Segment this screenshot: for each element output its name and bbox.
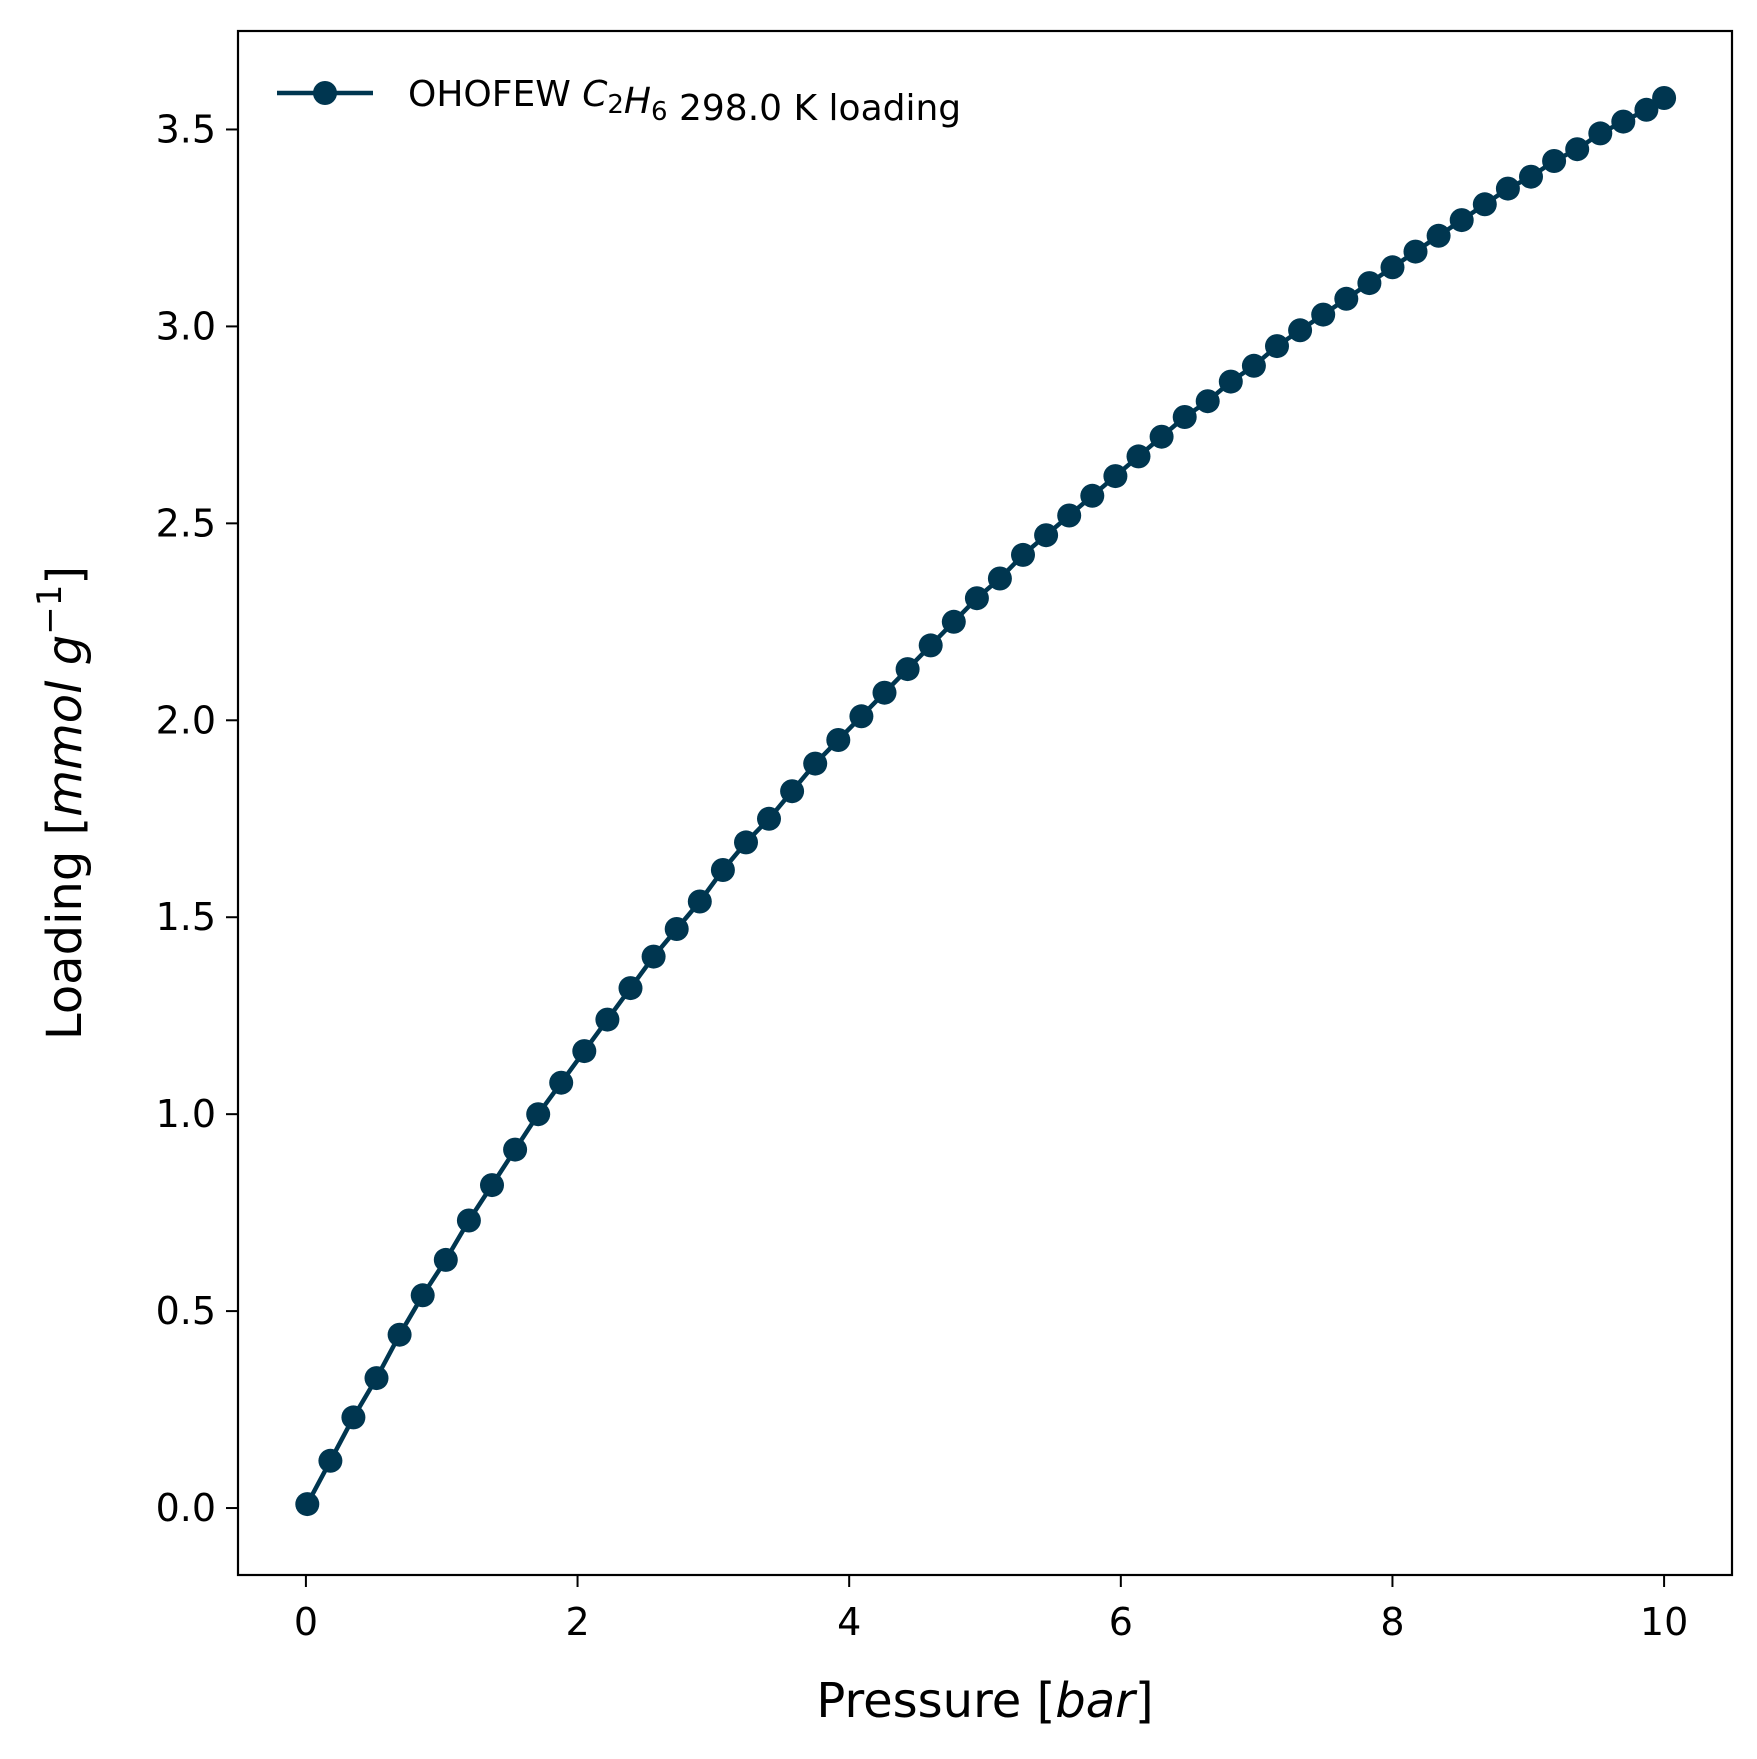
data-point (480, 1173, 504, 1198)
x-tick-label: 10 (1640, 1600, 1688, 1644)
legend-entry-label: OHOFEW C2H6 298.0 K loading (408, 74, 961, 129)
data-point (1057, 503, 1082, 528)
x-axis-ticks: 0 2 4 6 8 10 (294, 1575, 1688, 1644)
data-point (618, 976, 643, 1001)
data-point (849, 704, 874, 729)
plot-background (238, 31, 1732, 1575)
x-axis-label: Pressure [bar] (816, 1673, 1153, 1729)
data-point (595, 1007, 620, 1032)
y-tick-label: 3.5 (156, 107, 216, 151)
data-point (1311, 302, 1336, 327)
data-point (549, 1070, 574, 1095)
data-point (664, 917, 689, 941)
data-point (1611, 109, 1636, 134)
data-point (1652, 86, 1677, 110)
data-point (1426, 223, 1451, 248)
data-point (710, 858, 735, 882)
y-tick-label: 0.5 (156, 1289, 216, 1333)
data-point (780, 779, 805, 804)
y-axis-ticks: 0.0 0.5 1.0 1.5 2.0 2.5 3.0 3.5 (156, 107, 238, 1530)
data-point (826, 728, 851, 752)
series-layer (295, 86, 1677, 1517)
data-point (918, 633, 943, 658)
data-point (641, 944, 666, 969)
legend: OHOFEW C2H6 298.0 K loading (277, 74, 961, 129)
data-point (526, 1102, 551, 1127)
data-point (456, 1208, 481, 1233)
data-point (1634, 97, 1659, 122)
data-point (572, 1039, 597, 1064)
data-point (1334, 286, 1359, 311)
data-point (364, 1366, 389, 1391)
data-point (872, 680, 897, 705)
data-point (734, 830, 758, 855)
data-point (1403, 239, 1428, 264)
y-tick-label: 3.0 (156, 304, 216, 348)
x-tick-label: 2 (565, 1600, 589, 1644)
data-point (387, 1322, 412, 1347)
data-point (1565, 137, 1590, 162)
x-tick-label: 8 (1380, 1600, 1404, 1644)
data-point (1519, 164, 1543, 189)
data-point (757, 806, 781, 831)
data-point (1449, 208, 1474, 233)
data-point (1241, 353, 1266, 378)
data-point (964, 586, 989, 611)
data-point (1265, 334, 1289, 359)
data-point (1011, 542, 1035, 567)
x-tick-label: 4 (837, 1600, 861, 1644)
data-point (433, 1247, 458, 1272)
data-point (1149, 424, 1174, 449)
data-point (1126, 444, 1151, 469)
data-point (1218, 369, 1243, 394)
data-point (318, 1448, 343, 1473)
data-point (503, 1137, 528, 1162)
data-point (1103, 464, 1128, 489)
data-point (1034, 523, 1059, 548)
data-point (687, 889, 712, 914)
data-point (1495, 176, 1520, 201)
data-point (941, 609, 966, 634)
data-point (1542, 149, 1567, 173)
data-point (1357, 271, 1382, 296)
y-tick-label: 1.0 (156, 1092, 216, 1136)
data-point (295, 1492, 320, 1517)
data-point (987, 566, 1012, 591)
x-tick-label: 0 (294, 1600, 318, 1644)
data-point (1172, 405, 1197, 429)
data-point (1080, 483, 1105, 508)
data-point (410, 1283, 435, 1308)
y-tick-label: 0.0 (156, 1486, 216, 1530)
data-point (1288, 318, 1313, 343)
y-tick-label: 1.5 (156, 895, 216, 939)
data-point (1195, 389, 1220, 414)
data-point (341, 1405, 366, 1430)
x-tick-label: 6 (1109, 1600, 1133, 1644)
data-point (895, 657, 920, 682)
y-axis-label: Loading [mmol g−1] (30, 566, 93, 1040)
y-tick-label: 2.5 (156, 501, 216, 545)
plot-frame (236, 29, 1734, 1577)
data-point (1588, 121, 1613, 146)
data-point (1472, 192, 1497, 217)
legend-marker-sample (313, 81, 337, 105)
y-tick-label: 2.0 (156, 698, 216, 742)
data-point (803, 751, 828, 776)
data-point (1380, 255, 1405, 280)
